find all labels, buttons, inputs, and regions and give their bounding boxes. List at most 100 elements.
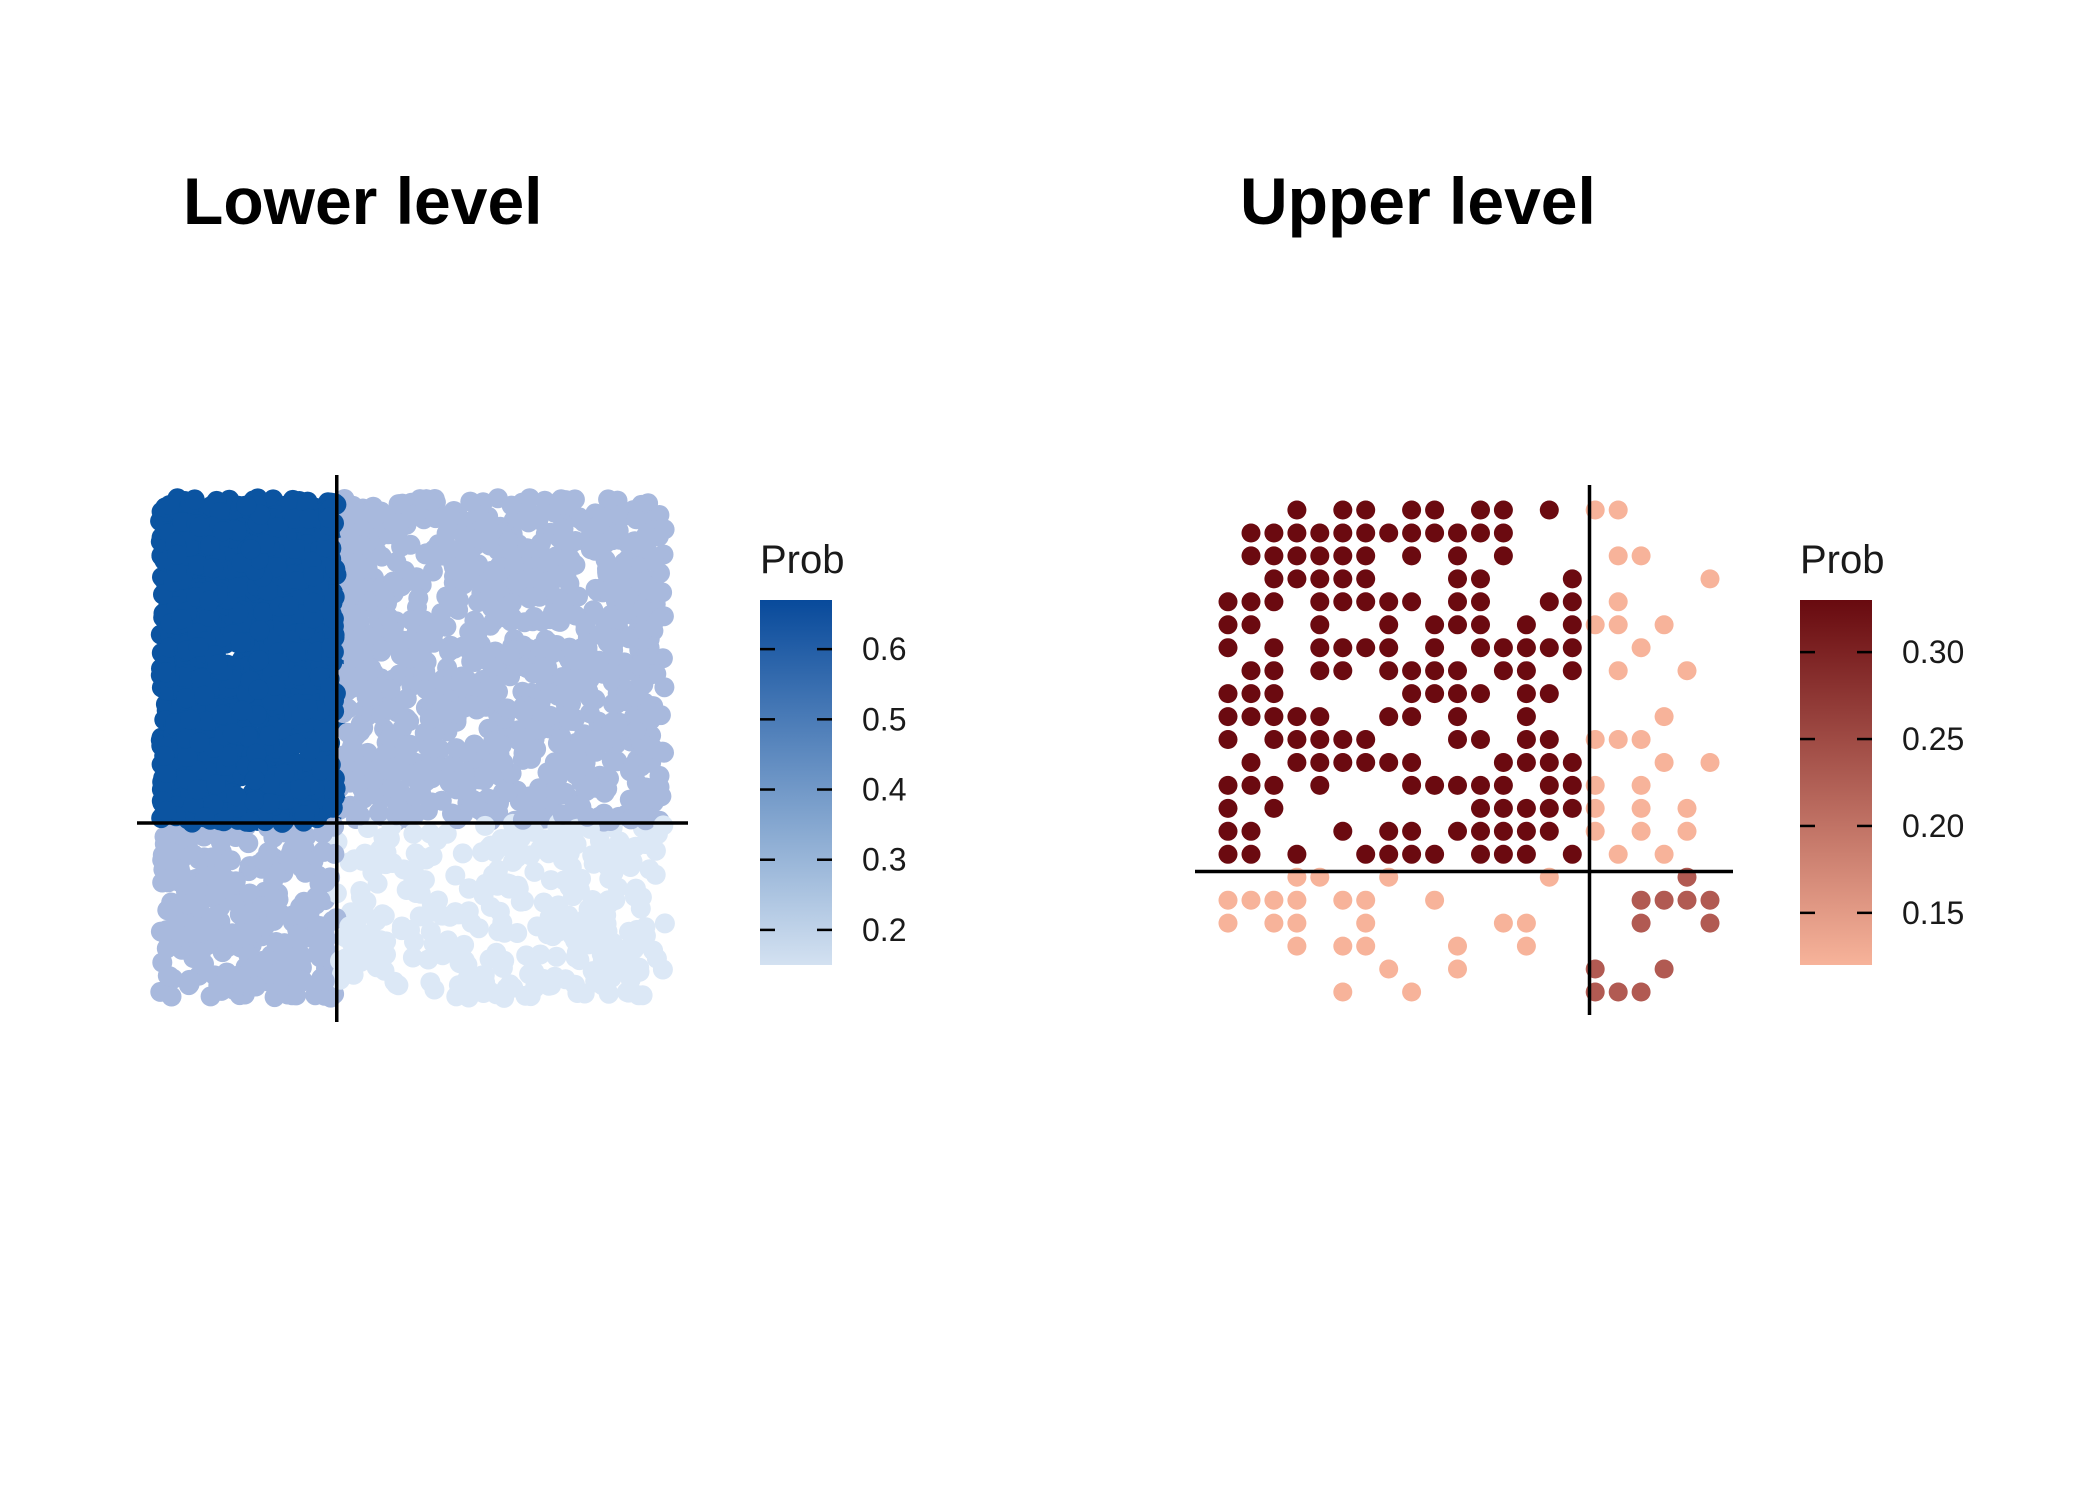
data-point — [1516, 821, 1536, 841]
data-point — [503, 554, 524, 575]
data-point — [1379, 707, 1399, 727]
colorbar-tick-label: 0.20 — [1902, 808, 1964, 844]
data-point — [1493, 844, 1513, 864]
data-point — [1654, 753, 1674, 772]
data-point — [540, 870, 561, 891]
data-point — [318, 507, 339, 528]
data-point — [438, 537, 459, 558]
data-point — [384, 515, 405, 536]
colorbar-tick-label: 0.2 — [862, 912, 906, 948]
data-point — [475, 815, 496, 836]
data-point — [303, 608, 324, 629]
data-point — [513, 701, 534, 722]
data-point — [538, 975, 559, 996]
data-point — [357, 558, 378, 579]
data-point — [265, 675, 286, 696]
data-point — [1379, 592, 1399, 612]
data-point — [339, 522, 360, 543]
data-point — [519, 488, 540, 509]
data-point — [440, 635, 461, 656]
data-point — [1631, 730, 1651, 749]
data-point — [1425, 500, 1445, 520]
data-point — [194, 953, 214, 974]
data-point — [1448, 959, 1467, 979]
data-point — [1310, 546, 1330, 566]
data-point — [391, 536, 412, 557]
data-point — [1264, 661, 1284, 681]
data-point — [497, 782, 518, 803]
data-point — [1539, 638, 1559, 658]
data-point — [1402, 844, 1422, 864]
data-point — [286, 733, 307, 754]
data-point — [1425, 684, 1445, 704]
data-point — [1402, 707, 1422, 727]
data-point — [1356, 913, 1376, 933]
data-point — [188, 555, 209, 576]
data-point — [446, 738, 467, 759]
data-point — [324, 816, 345, 837]
data-point — [1539, 500, 1559, 520]
data-point — [368, 802, 389, 823]
data-point — [1539, 730, 1559, 749]
data-point — [564, 650, 585, 671]
data-point — [1333, 500, 1353, 520]
data-point — [1471, 569, 1490, 589]
data-point — [266, 905, 287, 926]
data-point — [411, 760, 432, 781]
data-point — [290, 897, 311, 918]
data-point — [1608, 546, 1628, 566]
data-point — [190, 668, 211, 689]
data-point — [1218, 707, 1238, 727]
data-point — [419, 709, 440, 730]
data-point — [480, 896, 501, 917]
data-point — [1310, 615, 1330, 635]
data-point — [222, 723, 243, 744]
data-point — [537, 762, 558, 783]
data-point — [454, 950, 475, 971]
data-point — [299, 508, 319, 529]
data-point — [389, 779, 410, 800]
data-point — [1264, 684, 1284, 704]
data-point — [1310, 569, 1330, 589]
data-point — [164, 915, 185, 936]
data-point — [582, 961, 603, 982]
data-point — [1333, 592, 1353, 612]
data-point — [313, 841, 334, 862]
data-point — [1700, 569, 1720, 589]
legend-lower-level: Prob 0.2 0.3 0.4 0.5 0.6 — [760, 538, 906, 965]
data-point — [167, 544, 187, 565]
data-point — [1356, 592, 1376, 612]
data-point — [438, 700, 459, 721]
data-point — [252, 896, 273, 917]
data-point — [1448, 661, 1467, 681]
data-point — [561, 750, 582, 771]
data-point — [194, 685, 215, 706]
data-point — [609, 609, 630, 630]
data-point — [1631, 546, 1651, 566]
data-point — [602, 712, 623, 733]
data-point — [1310, 753, 1330, 772]
data-point — [1471, 798, 1490, 818]
data-point — [474, 765, 495, 785]
data-point — [1287, 707, 1307, 727]
data-point — [1333, 546, 1353, 566]
data-point — [1264, 798, 1284, 818]
data-point — [1654, 707, 1674, 727]
data-point — [634, 620, 654, 641]
data-point — [1425, 890, 1445, 910]
data-point — [314, 971, 335, 992]
data-point — [618, 982, 639, 1003]
data-point — [365, 505, 386, 526]
data-point — [193, 826, 214, 847]
data-point — [236, 495, 257, 516]
data-point — [1448, 615, 1467, 635]
data-point — [1379, 821, 1399, 841]
data-point — [1333, 638, 1353, 658]
data-point — [492, 912, 513, 933]
data-point — [303, 566, 324, 587]
data-point — [274, 763, 295, 784]
data-point — [1471, 523, 1490, 543]
data-point — [226, 786, 247, 807]
data-point — [1402, 500, 1422, 520]
